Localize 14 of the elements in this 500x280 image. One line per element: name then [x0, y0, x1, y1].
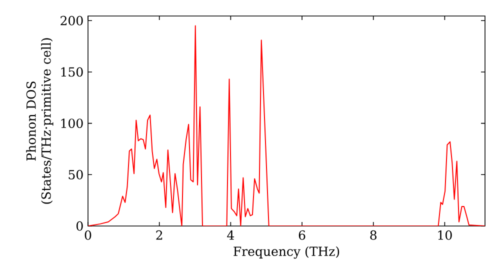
y-tick-label: 100	[61, 118, 83, 128]
x-tick-label: 0	[84, 230, 92, 240]
x-tick-label: 4	[227, 230, 234, 240]
y-axis-title: Phonon DOS (States/THz·primitive cell)	[26, 38, 54, 204]
line-series	[88, 25, 486, 226]
x-tick-label: 6	[298, 230, 306, 240]
y-tick-label: 150	[61, 67, 83, 77]
y-tick-label: 200	[60, 16, 83, 26]
x-tick-label: 8	[370, 230, 376, 240]
x-tick-label: 10	[438, 230, 452, 240]
x-tick-label: 2	[156, 230, 162, 240]
x-axis-title: Frequency (THz)	[234, 246, 340, 259]
y-tick-label: 50	[68, 170, 83, 180]
y-tick-label: 0	[76, 221, 83, 231]
